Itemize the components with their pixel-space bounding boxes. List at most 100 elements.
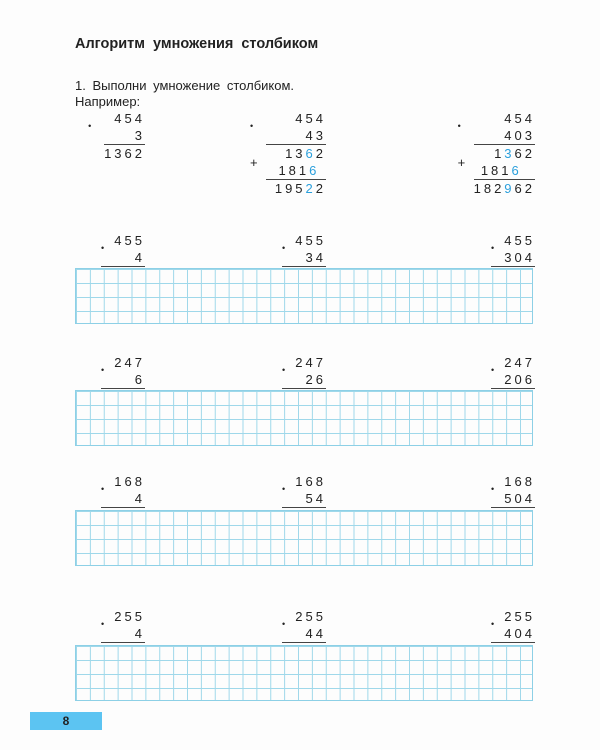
multiplicand: 255 [504,609,535,624]
digit: 4 [114,111,125,126]
highlighted-digit: 9 [504,181,515,196]
digit: 4 [295,111,306,126]
multiplier: 26 • [282,365,326,389]
example-line: 1816 + [458,155,535,180]
digit: 1 [298,163,310,178]
answer-grid[interactable] [75,268,533,324]
highlighted-digit: 6 [305,146,316,161]
multiplicand: 168 [114,474,145,489]
multiply-sign: • [88,121,95,131]
digit: 2 [134,146,145,161]
exercise-multiplication: 255 404 • [491,608,535,643]
answer-grid[interactable] [75,645,533,701]
digit: 1 [494,146,505,161]
multiply-sign: • [101,484,108,494]
plus-sign: + [250,155,261,170]
multiplier: 206 • [491,365,535,389]
exercise-multiplication: 255 44 • [282,608,326,643]
answer-grid[interactable] [75,510,533,566]
multiply-sign: • [101,243,108,253]
multiplicand: 168 [295,474,326,489]
task-instruction: 1. Выполни умножение столбиком. Например… [75,78,294,110]
digit: 1 [285,146,296,161]
example-line: 19522 [266,180,326,197]
example-line: 403 • [458,121,535,145]
example-line: 182962 [474,180,535,197]
digit: 5 [305,111,316,126]
multiply-sign: • [282,365,289,375]
digit: 1 [104,146,115,161]
multiply-sign: • [101,619,108,629]
exercise-multiplication: 168 504 • [491,473,535,508]
multiplier: 304 • [491,243,535,267]
multiply-sign: • [491,365,498,375]
page-number: 8 [30,712,102,730]
example-line: 1362 [474,145,535,162]
digit: 4 [504,128,515,143]
digit: 1 [480,163,492,178]
exercise-multiplication: 247 206 • [491,354,535,389]
digit: 3 [315,128,326,143]
multiplier: 4 • [101,243,145,267]
answer-grid[interactable] [75,390,533,446]
exercise-multiplication: 168 54 • [282,473,326,508]
multiplicand: 255 [295,609,326,624]
multiplicand: 455 [114,233,145,248]
digit: 0 [514,128,525,143]
example-multiplication: 454 3 • 1362 [88,110,145,162]
page-title: Алгоритм умножения столбиком [75,36,319,52]
digit: 2 [315,181,326,196]
digit: 2 [524,146,535,161]
multiply-sign: • [282,619,289,629]
digit: 5 [124,111,135,126]
multiply-sign: • [282,243,289,253]
multiply-sign: • [491,484,498,494]
digit: 3 [295,146,306,161]
digit: 6 [514,181,525,196]
multiplier: 4 • [101,484,145,508]
digit: 4 [134,111,145,126]
exercise-multiplication: 255 4 • [101,608,145,643]
digit: 1 [501,163,512,178]
digit: 5 [295,181,306,196]
digit: 8 [491,163,502,178]
plus-sign: + [457,155,469,170]
digit: 2 [494,181,505,196]
digit: 8 [288,163,299,178]
multiplicand: 247 [114,355,145,370]
digit: 3 [524,128,535,143]
highlighted-digit: 6 [511,163,522,178]
multiplicand: 168 [504,474,535,489]
multiplicand: 455 [504,233,535,248]
digit: 2 [524,181,535,196]
multiplicand: 455 [295,233,326,248]
example-multiplication: 454 43 • 1362 1816 +19522 [250,110,326,197]
task-example-label: Например: [75,94,141,109]
multiplicand: 255 [114,609,145,624]
highlighted-digit: 6 [309,163,320,178]
multiply-sign: • [282,484,289,494]
exercise-multiplication: 455 34 • [282,232,326,267]
multiplier: 4 • [101,619,145,643]
digit: 1 [278,163,289,178]
exercise-multiplication: 247 6 • [101,354,145,389]
digit: 3 [114,146,125,161]
digit: 6 [514,146,525,161]
example-line: 454 [474,110,535,127]
digit: 4 [315,111,326,126]
multiply-sign: • [457,121,464,131]
example-line: 1362 [266,145,326,162]
example-line: 454 [104,110,145,127]
multiplicand: 247 [504,355,535,370]
multiply-sign: • [101,365,108,375]
digit: 8 [483,181,495,196]
multiplier: 34 • [282,243,326,267]
digit: 1 [274,181,286,196]
digit: 4 [305,128,316,143]
exercise-multiplication: 247 26 • [282,354,326,389]
example-line: 1816 + [250,155,326,180]
digit: 5 [514,111,525,126]
example-line: 3 • [88,121,145,145]
digit: 2 [315,146,326,161]
